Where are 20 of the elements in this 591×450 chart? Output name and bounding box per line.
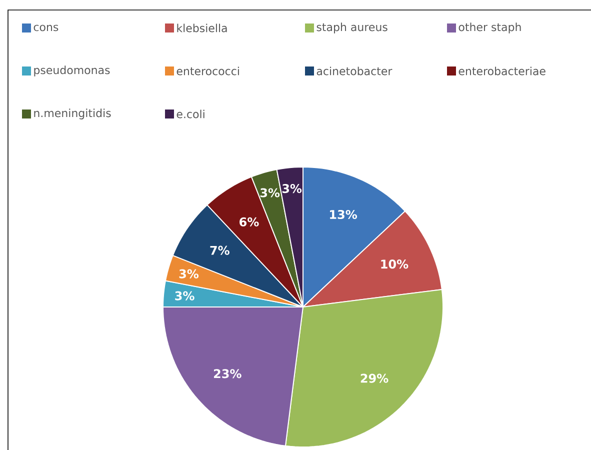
data-label: 7%	[210, 246, 230, 255]
legend-label: cons	[34, 24, 58, 32]
legend-label: acinetobacter	[316, 66, 392, 76]
data-label: 29%	[360, 374, 388, 383]
data-label: 13%	[330, 210, 358, 220]
legend-label: enterococci	[176, 66, 239, 76]
legend-label: pseudomonas	[34, 66, 110, 76]
data-label: 23%	[214, 369, 242, 378]
data-label: 10%	[381, 260, 408, 269]
legend-label: e.coli	[176, 110, 204, 118]
legend-label: klebsiella	[177, 24, 227, 32]
legend-label: staph aureus	[316, 22, 388, 34]
data-label: 6%	[240, 217, 259, 226]
data-label: 3%	[260, 188, 280, 198]
legend-label: other staph	[458, 22, 521, 34]
data-label: 3%	[282, 184, 302, 194]
data-label: 3%	[175, 291, 194, 300]
legend-label: enterobacteriae	[458, 66, 546, 76]
legend-label: n.meningitidis	[34, 108, 111, 120]
data-label: 3%	[179, 269, 199, 278]
